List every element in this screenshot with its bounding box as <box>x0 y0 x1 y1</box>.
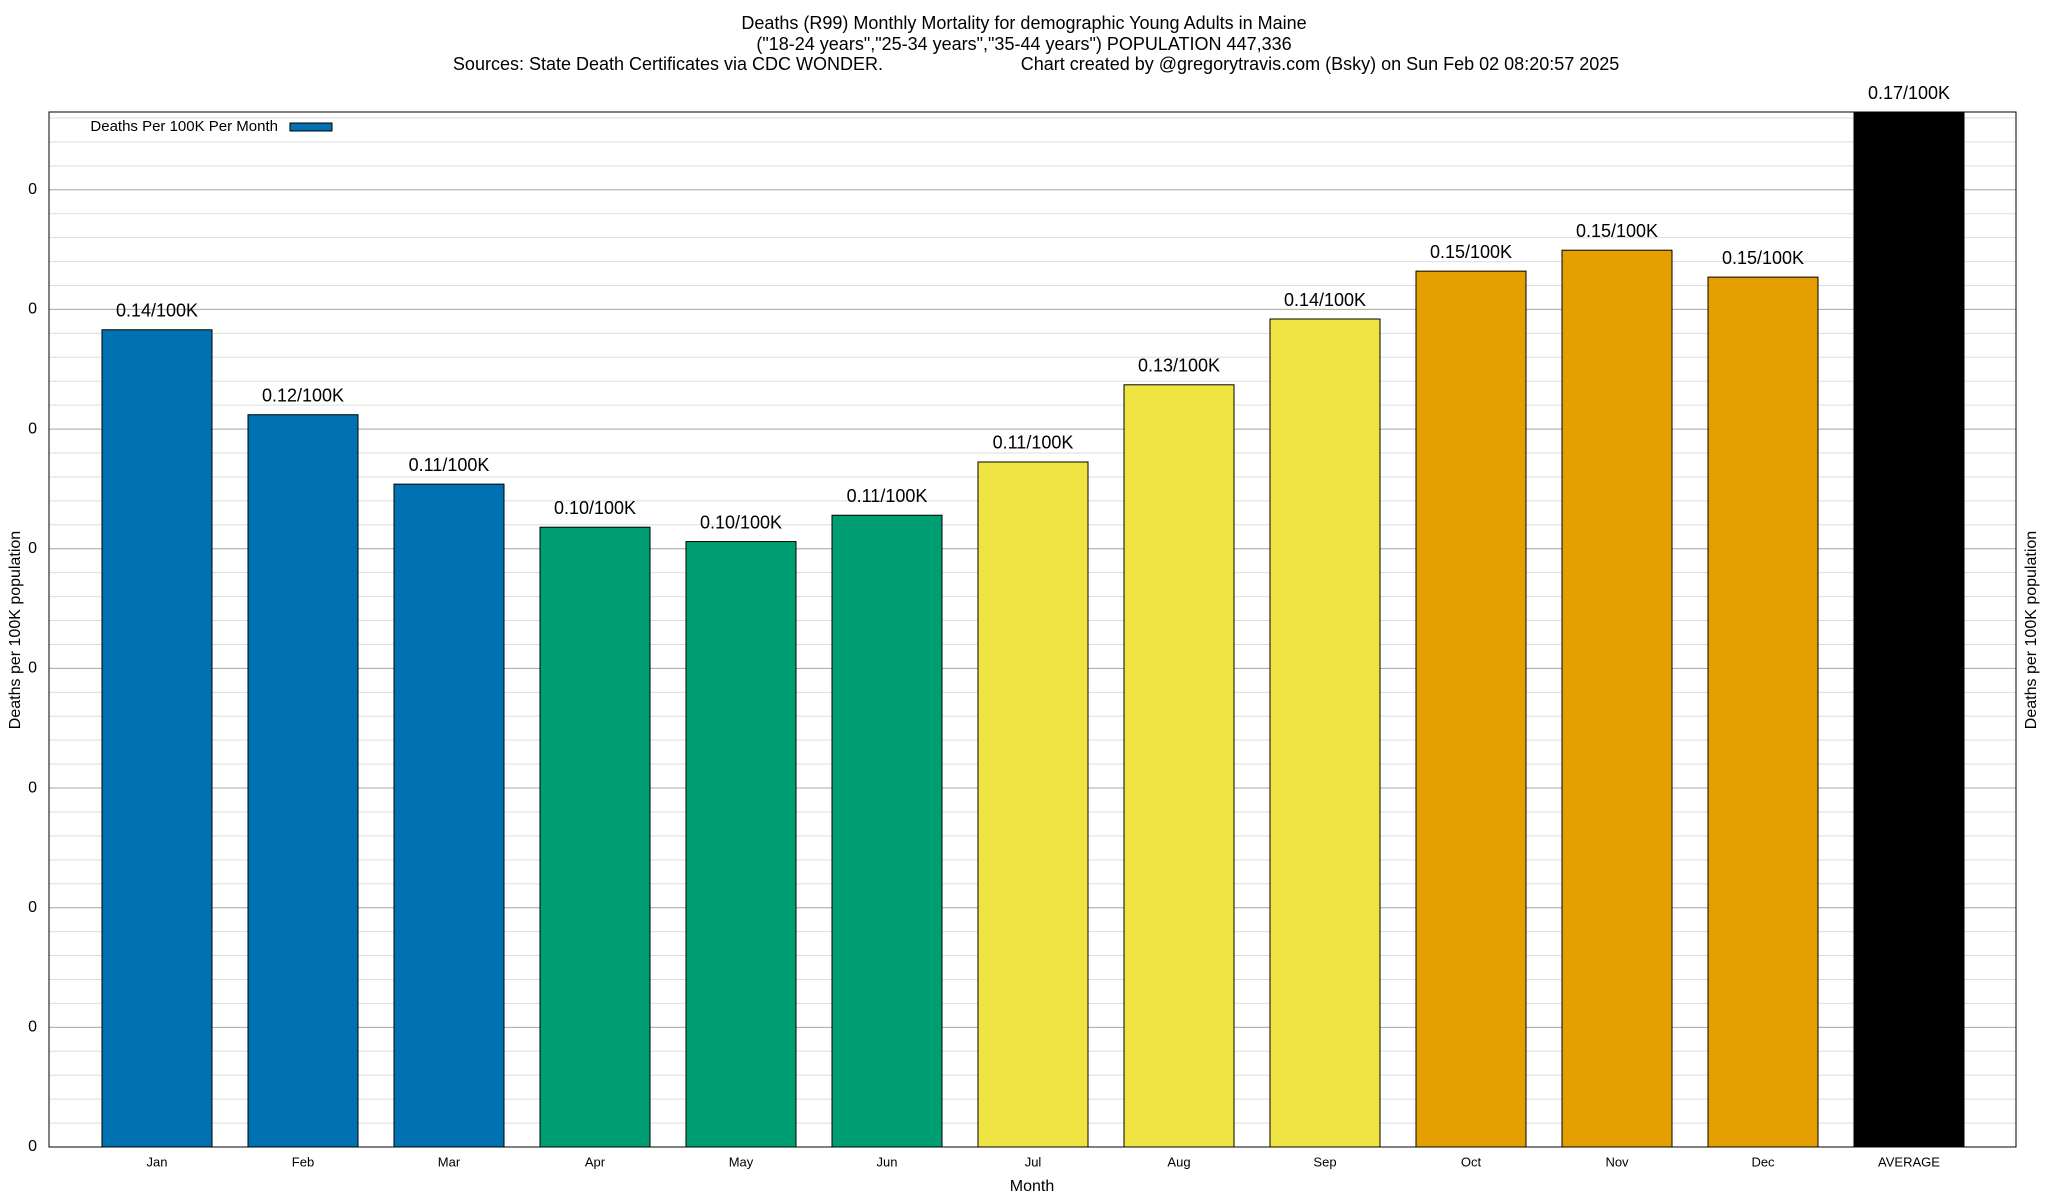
x-tick-label: Jan <box>147 1154 168 1169</box>
chart-subtitle: ("18-24 years","25-34 years","35-44 year… <box>756 34 1291 54</box>
x-tick-label: Dec <box>1751 1154 1775 1169</box>
y-tick-label: 0 <box>28 181 37 198</box>
bar <box>1707 276 1819 1148</box>
bar <box>1123 384 1235 1148</box>
legend-label: Deaths Per 100K Per Month <box>90 118 278 135</box>
y-tick-label: 0 <box>28 1019 37 1036</box>
x-tick-label: Mar <box>438 1154 461 1169</box>
data-label: 0.17/100K <box>1868 83 1950 103</box>
x-tick-label: May <box>729 1154 754 1169</box>
x-tick-label: Jul <box>1025 1154 1042 1169</box>
data-label: 0.15/100K <box>1722 248 1804 268</box>
bar <box>101 329 213 1148</box>
bar <box>685 541 797 1148</box>
x-tick-label: Apr <box>585 1154 606 1169</box>
bar <box>393 483 505 1148</box>
source: Sources: State Death Certificates via CD… <box>453 54 883 74</box>
legend-swatch <box>289 122 333 132</box>
x-tick-label: Feb <box>292 1154 314 1169</box>
y2-axis-label: Deaths per 100K population <box>2023 531 2040 729</box>
data-label: 0.15/100K <box>1430 242 1512 262</box>
bar <box>247 414 359 1148</box>
y-tick-label: 0 <box>28 540 37 557</box>
y-axis-label: Deaths per 100K population <box>7 531 24 729</box>
bar <box>539 526 651 1148</box>
x-tick-label: AVERAGE <box>1878 1154 1940 1169</box>
y-tick-label: 0 <box>28 899 37 916</box>
bar <box>831 514 943 1148</box>
data-label: 0.11/100K <box>409 455 490 475</box>
data-label: 0.14/100K <box>1284 290 1366 310</box>
bar <box>977 461 1089 1148</box>
chart-title: Deaths (R99) Monthly Mortality for demog… <box>741 13 1306 33</box>
credit: Chart created by @gregorytravis.com (Bsk… <box>1021 54 1620 74</box>
data-label: 0.11/100K <box>847 486 928 506</box>
data-label: 0.12/100K <box>262 385 344 405</box>
bar <box>1415 270 1527 1148</box>
y-tick-label: 0 <box>28 301 37 318</box>
x-tick-label: Nov <box>1605 1154 1629 1169</box>
x-tick-label: Jun <box>877 1154 898 1169</box>
x-tick-label: Sep <box>1313 1154 1336 1169</box>
bar <box>1561 249 1673 1148</box>
data-label: 0.15/100K <box>1576 221 1658 241</box>
y-tick-label: 0 <box>28 779 37 796</box>
x-tick-label: Aug <box>1167 1154 1190 1169</box>
y-tick-label: 0 <box>28 420 37 437</box>
data-label: 0.10/100K <box>554 498 636 518</box>
bar <box>1269 318 1381 1148</box>
data-label: 0.14/100K <box>116 301 198 321</box>
data-label: 0.13/100K <box>1138 356 1220 376</box>
bar <box>1853 111 1965 1148</box>
y-tick-label: 0 <box>28 660 37 677</box>
data-label: 0.10/100K <box>700 512 782 532</box>
x-tick-label: Oct <box>1461 1154 1482 1169</box>
data-label: 0.11/100K <box>993 433 1074 453</box>
x-axis-label: Month <box>1010 1178 1054 1195</box>
y-tick-label: 0 <box>28 1138 37 1155</box>
